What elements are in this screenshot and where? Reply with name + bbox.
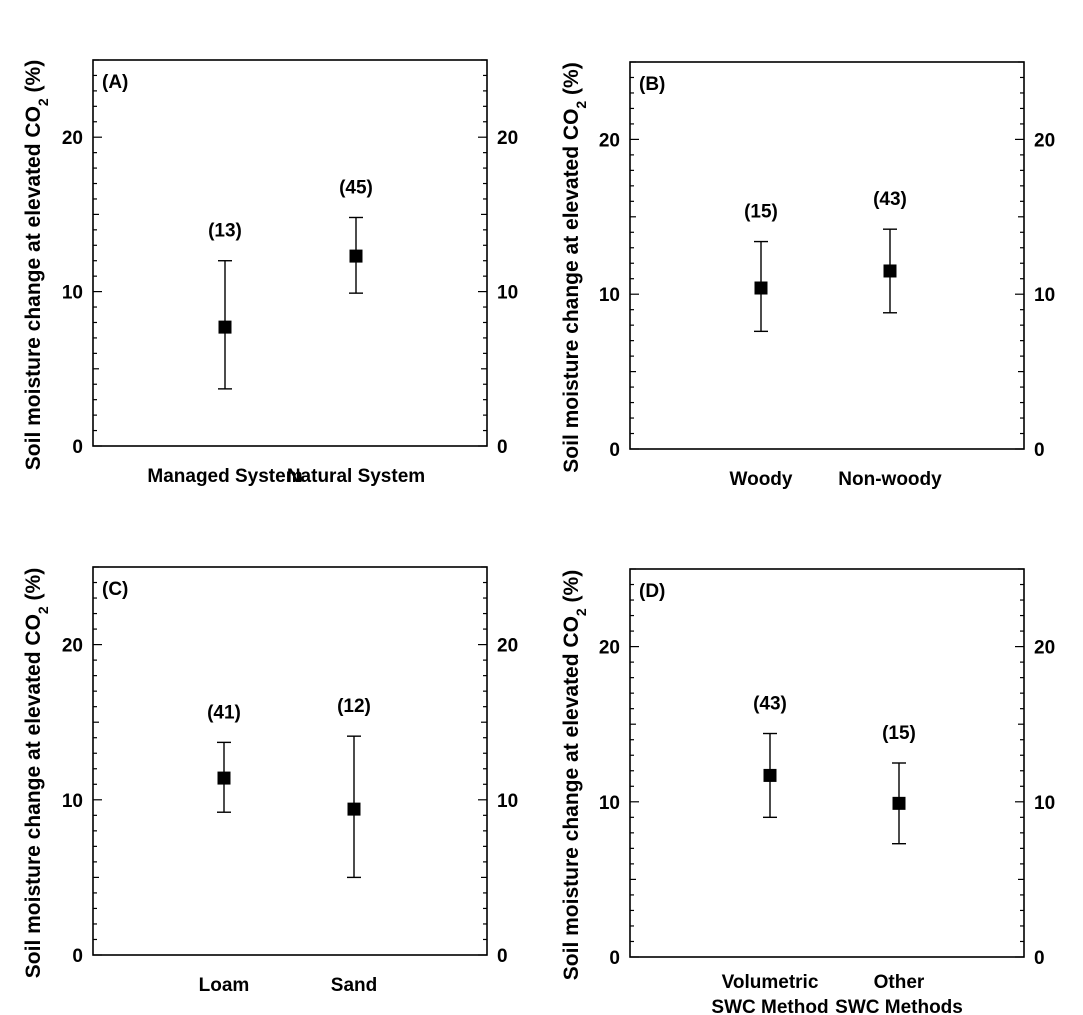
y-tick-label-left: 0 (72, 946, 83, 967)
y-tick-label-left: 20 (599, 130, 620, 151)
y-axis-label-unit: (%) (22, 60, 45, 99)
y-tick-label-right: 10 (497, 791, 518, 812)
category-label: Other (874, 972, 925, 993)
panel-label: (C) (102, 579, 128, 600)
data-point (883, 264, 897, 278)
sample-count-label: (15) (744, 202, 778, 223)
plot-frame (92, 566, 488, 956)
category-label: Loam (199, 975, 250, 996)
panel-b: 0 0 10 10 20 20 (B) Soil moisture change at ele… (560, 61, 1055, 490)
sample-count-label: (45) (339, 177, 373, 198)
y-axis-label-subscript: 2 (35, 606, 51, 614)
category-label: Managed System (147, 466, 302, 487)
y-tick-label-left: 10 (599, 793, 620, 814)
sample-count-label: (43) (753, 694, 787, 715)
y-tick-label-left: 0 (609, 948, 620, 969)
panel-label: (A) (102, 72, 128, 93)
y-tick-label-right: 20 (1034, 130, 1055, 151)
data-point (754, 281, 768, 295)
y-tick-label-right: 20 (1034, 638, 1055, 659)
category-label: Volumetric (722, 972, 819, 993)
y-tick-label-right: 0 (1034, 440, 1045, 461)
panel-c: 0 0 10 10 20 20 (C) Soil moisture change at ele… (22, 566, 518, 996)
sample-count-label: (15) (882, 723, 916, 744)
data-point (347, 802, 361, 816)
y-axis-label: Soil moisture change at elevated CO2 (%) (560, 62, 589, 472)
y-tick-label-right: 0 (1034, 948, 1045, 969)
panel-label: (B) (639, 74, 665, 95)
sample-count-label: (13) (208, 221, 242, 242)
y-tick-label-left: 10 (599, 285, 620, 306)
y-axis-label-unit: (%) (560, 570, 583, 609)
y-axis-label-subscript: 2 (573, 101, 589, 109)
plot-frame (92, 59, 488, 447)
panel-label: (D) (639, 581, 665, 602)
sample-count-label: (41) (207, 702, 241, 723)
y-axis-label-text: Soil moisture change at elevated CO (22, 614, 45, 978)
y-axis-label-text: Soil moisture change at elevated CO (22, 106, 45, 470)
category-label: SWC Methods (835, 997, 963, 1015)
y-tick-label-right: 20 (497, 636, 518, 657)
y-axis-label: Soil moisture change at elevated CO2 (%) (22, 568, 51, 978)
y-tick-label-right: 10 (1034, 285, 1055, 306)
y-axis-label-unit: (%) (560, 62, 583, 101)
category-label: Natural System (287, 466, 425, 487)
category-label: SWC Method (711, 997, 828, 1015)
y-axis-label-subscript: 2 (35, 98, 51, 106)
category-label: Woody (730, 469, 793, 490)
data-point (349, 249, 363, 263)
y-axis-label: Soil moisture change at elevated CO2 (%) (560, 570, 589, 980)
y-axis-label-unit: (%) (22, 568, 45, 607)
y-axis-label-subscript: 2 (573, 608, 589, 616)
y-axis-label-text: Soil moisture change at elevated CO (560, 109, 583, 473)
plot-frame (629, 61, 1025, 450)
data-point (218, 320, 232, 334)
plot-frame (629, 568, 1025, 958)
category-label: Sand (331, 975, 377, 996)
y-tick-label-right: 10 (497, 283, 518, 304)
panel-a: 0 0 10 10 20 20 (A) Soil moisture change at ele… (22, 59, 518, 487)
y-tick-label-left: 10 (62, 791, 83, 812)
y-tick-label-right: 0 (497, 946, 508, 967)
y-tick-label-right: 0 (497, 437, 508, 458)
sample-count-label: (12) (337, 696, 371, 717)
y-tick-label-right: 10 (1034, 793, 1055, 814)
y-tick-label-left: 0 (609, 440, 620, 461)
data-point (763, 768, 777, 782)
y-axis-label-text: Soil moisture change at elevated CO (560, 616, 583, 980)
data-point (892, 796, 906, 810)
y-tick-label-right: 20 (497, 128, 518, 149)
y-tick-label-left: 20 (599, 638, 620, 659)
y-tick-label-left: 20 (62, 128, 83, 149)
y-tick-label-left: 20 (62, 636, 83, 657)
y-tick-label-left: 0 (72, 437, 83, 458)
y-axis-label: Soil moisture change at elevated CO2 (%) (22, 60, 51, 470)
category-label: Non-woody (838, 469, 942, 490)
y-tick-label-left: 10 (62, 283, 83, 304)
data-point (217, 771, 231, 785)
panel-d: 0 0 10 10 20 20 (D) Soil moisture change at ele… (560, 568, 1055, 1015)
sample-count-label: (43) (873, 189, 907, 210)
